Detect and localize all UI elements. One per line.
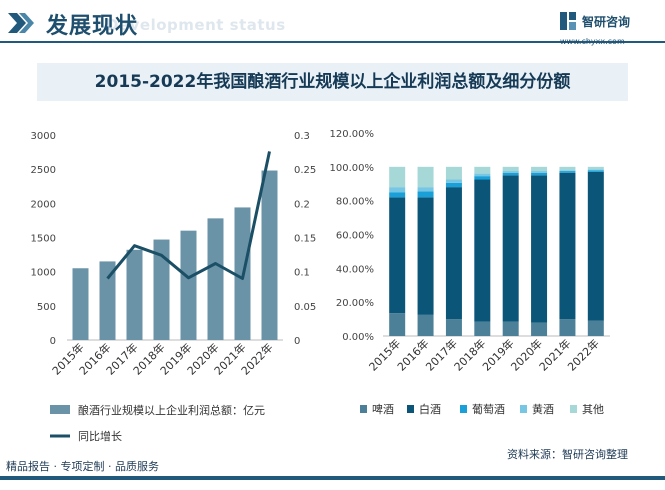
left-y-tick-label: 2000: [31, 199, 56, 210]
right-y-tick-label: 80.00%: [336, 197, 374, 208]
brand-name: 智研咨询: [582, 15, 631, 29]
left-y2-tick-label: 0.2: [294, 199, 310, 210]
stacked-segment: [474, 321, 491, 336]
left-y-tick-label: 3000: [31, 131, 56, 142]
stacked-segment: [417, 197, 434, 315]
left-y2-tick-label: 0.3: [294, 131, 310, 142]
stacked-segment: [531, 171, 548, 173]
stacked-segment: [559, 319, 576, 336]
legend-label: 啤酒: [372, 402, 394, 416]
legend-line-label: 同比增长: [78, 429, 122, 443]
right-x-tick-label: 2022年: [564, 336, 601, 373]
stacked-segment: [559, 172, 576, 320]
left-y-tick-label: 500: [37, 302, 56, 313]
stacked-segment: [389, 197, 406, 314]
profit-bar: [153, 239, 170, 340]
stacked-segment: [445, 319, 462, 336]
stacked-segment: [587, 166, 604, 170]
legend-bar-swatch: [50, 405, 70, 414]
left-y-tick-label: 2500: [31, 165, 56, 176]
stacked-segment: [389, 192, 406, 198]
right-y-tick-label: 60.00%: [336, 231, 374, 242]
stacked-segment: [502, 321, 519, 336]
stacked-segment: [389, 313, 406, 336]
left-y-tick-label: 1500: [31, 234, 56, 245]
legend-label: 白酒: [419, 402, 441, 416]
footer-tagline: 精品报告 · 专项定制 · 品质服务: [6, 460, 159, 473]
legend-swatch: [407, 405, 414, 413]
stacked-segment: [417, 191, 434, 198]
header-divider: [0, 41, 665, 43]
chevron-icon: [8, 13, 34, 33]
legend-label: 黄酒: [532, 402, 554, 416]
stacked-segment: [559, 166, 576, 171]
stacked-segment: [531, 166, 548, 172]
stacked-segment: [445, 166, 462, 180]
chart-title: 2015-2022年我国酿酒行业规模以上企业利润总额及细分份额: [94, 72, 571, 92]
legend-swatch: [460, 405, 467, 413]
legend-label: 其他: [582, 403, 604, 416]
brand-url: www.chyxx.com: [560, 37, 625, 46]
left-y2-tick-label: 0: [294, 336, 300, 347]
left-y2-tick-label: 0.1: [294, 268, 310, 279]
source-note: 资料来源：智研咨询整理: [507, 448, 628, 461]
right-y-tick-label: 20.00%: [336, 298, 374, 309]
stacked-segment: [531, 175, 548, 323]
legend-swatch: [360, 405, 367, 413]
stacked-segment: [587, 171, 604, 321]
profit-bar: [72, 268, 89, 340]
stacked-segment: [502, 171, 519, 173]
right-y-tick-label: 0.00%: [342, 332, 374, 343]
stacked-segment: [587, 169, 604, 171]
stacked-segment: [389, 166, 406, 188]
profit-bar: [126, 249, 143, 340]
left-y2-tick-label: 0.15: [294, 234, 316, 245]
profit-bar: [261, 170, 278, 340]
stacked-segment: [559, 170, 576, 172]
left-y-tick-label: 0: [50, 336, 56, 347]
stacked-segment: [474, 179, 491, 322]
right-y-tick-label: 40.00%: [336, 264, 374, 275]
brand-logo-icon: [560, 12, 576, 30]
stacked-segment: [587, 170, 604, 172]
left-y-tick-label: 1000: [31, 268, 56, 279]
profit-bar: [207, 218, 224, 340]
stacked-segment: [531, 172, 548, 176]
stacked-segment: [587, 320, 604, 336]
left-y2-tick-label: 0.25: [294, 165, 316, 176]
stacked-segment: [474, 176, 491, 180]
stacked-segment: [417, 314, 434, 336]
header-title: 发展现状: [46, 14, 139, 39]
profit-bar: [180, 230, 197, 340]
stacked-segment: [474, 173, 491, 177]
stacked-segment: [445, 179, 462, 183]
stacked-segment: [531, 322, 548, 336]
header-subtitle: Development status: [106, 16, 286, 34]
legend-bar-label: 酿酒行业规模以上企业利润总额：亿元: [78, 403, 265, 417]
stacked-segment: [559, 171, 576, 173]
growth-line: [106, 151, 271, 280]
chart-title-banner: 2015-2022年我国酿酒行业规模以上企业利润总额及细分份额: [37, 63, 628, 101]
stacked-segment: [502, 166, 519, 172]
stacked-segment: [474, 166, 491, 174]
left-y2-tick-label: 0.05: [294, 302, 316, 313]
stacked-segment: [417, 187, 434, 192]
stacked-segment: [502, 172, 519, 176]
stacked-segment: [389, 187, 406, 193]
legend-swatch: [520, 405, 527, 413]
right-y-tick-label: 100.00%: [330, 163, 375, 174]
stacked-segment: [417, 166, 434, 188]
footer-divider: [0, 476, 665, 480]
legend-swatch: [570, 405, 577, 413]
stacked-segment: [502, 175, 519, 322]
profit-bar: [99, 261, 116, 340]
legend-label: 葡萄酒: [472, 403, 505, 416]
stacked-segment: [445, 182, 462, 188]
right-y-tick-label: 120.00%: [330, 129, 375, 140]
stacked-segment: [445, 187, 462, 320]
